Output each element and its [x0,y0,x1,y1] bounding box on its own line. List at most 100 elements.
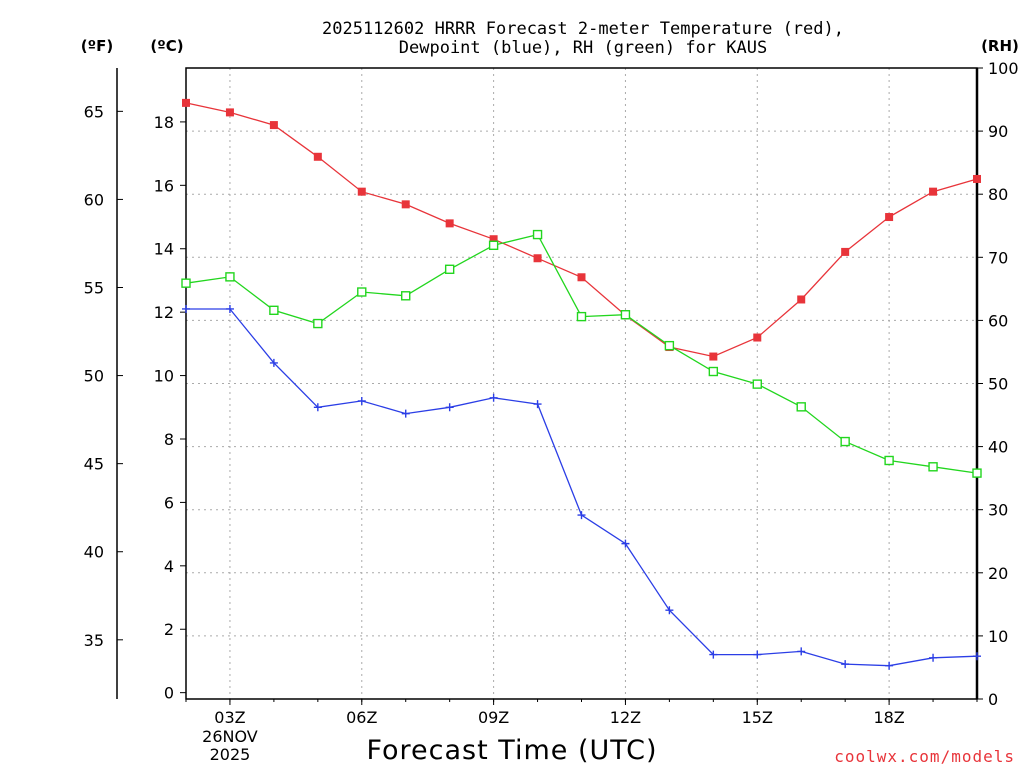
x-date-label: 26NOV [202,727,258,746]
rh-point [576,311,587,322]
temperature-point [489,235,498,244]
dewpoint-point [445,403,454,412]
temperature-point [269,121,278,130]
celsius-tick-label: 12 [154,303,174,322]
data-series [181,98,982,670]
fahrenheit-tick-label: 35 [84,631,104,650]
rh-point [620,310,631,320]
celsius-unit-label: (ºC) [150,37,183,55]
x-tick-label: 03Z [214,708,245,727]
dewpoint-point [973,652,981,661]
rh-tick-label: 40 [988,438,1008,457]
fahrenheit-tick-label: 60 [84,190,104,209]
rh-tick-label: 100 [988,59,1019,78]
fahrenheit-tick-label: 65 [84,102,104,121]
rh-point [972,468,982,478]
dewpoint-point [269,358,278,367]
temperature-point [709,352,718,361]
rh-point [269,305,279,316]
x-year-label: 2025 [210,745,251,764]
rh-tick-label: 60 [988,311,1008,330]
temperature-point [225,108,234,117]
credit-label: coolwx.com/models [834,747,1015,766]
dewpoint-point [225,304,234,313]
chart-title-line1: 2025112602 HRRR Forecast 2-meter Tempera… [322,19,844,39]
x-axis-title: Forecast Time (UTC) [366,735,657,766]
dewpoint-point [401,409,410,418]
rh-tick-label: 70 [988,248,1008,267]
rh-point [928,462,938,472]
rh-point [664,340,675,351]
celsius-tick-label: 8 [164,430,174,449]
fahrenheit-tick-label: 40 [84,543,104,562]
celsius-tick-label: 2 [164,620,174,639]
x-tick-label: 06Z [346,708,377,727]
rh-tick-label: 0 [988,690,998,709]
rh-tick-label: 30 [988,501,1008,520]
x-tick-label: 15Z [742,708,773,727]
x-tick-label: 12Z [610,708,641,727]
dewpoint-point [489,393,498,402]
temperature-point [973,174,981,183]
chart-title-line2: Dewpoint (blue), RH (green) for KAUS [399,38,767,58]
grid-lines [186,68,977,699]
temperature-point [753,333,762,342]
celsius-tick-label: 16 [154,176,174,195]
rh-tick-label: 20 [988,564,1008,583]
celsius-tick-label: 0 [164,684,174,703]
temperature-point [533,254,542,263]
rh-point [401,291,411,301]
rh-point [225,272,235,282]
rh-point [708,366,719,377]
dewpoint-point [841,660,850,669]
rh-tick-label: 10 [988,627,1008,646]
rh-point [357,287,367,297]
celsius-tick-label: 14 [154,240,174,259]
fahrenheit-tick-label: 50 [84,367,104,386]
dewpoint-line [186,308,978,667]
rh-point [752,379,762,389]
rh-point [488,240,499,251]
temperature-point [182,98,190,107]
rh-tick-label: 90 [988,122,1008,141]
celsius-tick-label: 10 [154,367,174,386]
dewpoint-point [577,511,586,520]
fahrenheit-tick-label: 45 [84,455,104,474]
temperature-point [797,295,806,304]
rh-point [532,229,543,240]
rh-point [840,436,850,447]
rh-point [884,455,894,466]
fahrenheit-tick-label: 55 [84,278,104,297]
dewpoint-point [665,606,674,615]
temperature-point [357,187,366,196]
rh-point [796,402,806,412]
dewpoint-point [313,403,322,412]
dewpoint-point [357,396,366,405]
temperature-point [401,200,410,209]
temperature-point [841,247,850,256]
rh-unit-label: (RH) [981,37,1019,55]
rh-point [444,264,455,274]
temperature-point [929,187,938,196]
celsius-tick-label: 4 [164,557,174,576]
dewpoint-point [533,400,542,409]
fahrenheit-unit-label: (ºF) [81,37,113,55]
dewpoint-point [797,647,806,656]
celsius-tick-label: 6 [164,493,174,512]
dewpoint-point [885,661,894,670]
x-tick-label: 09Z [478,708,509,727]
temperature-point [445,219,454,228]
rh-point [181,278,191,288]
rh-point [313,318,323,329]
rh-tick-label: 50 [988,375,1008,394]
temperature-point [885,213,894,222]
rh-tick-label: 80 [988,185,1008,204]
dewpoint-point [753,650,762,659]
dewpoint-point [929,653,938,662]
temperature-point [313,152,322,161]
dewpoint-point [182,304,190,313]
rh-line [185,233,978,474]
celsius-tick-label: 18 [154,113,174,132]
